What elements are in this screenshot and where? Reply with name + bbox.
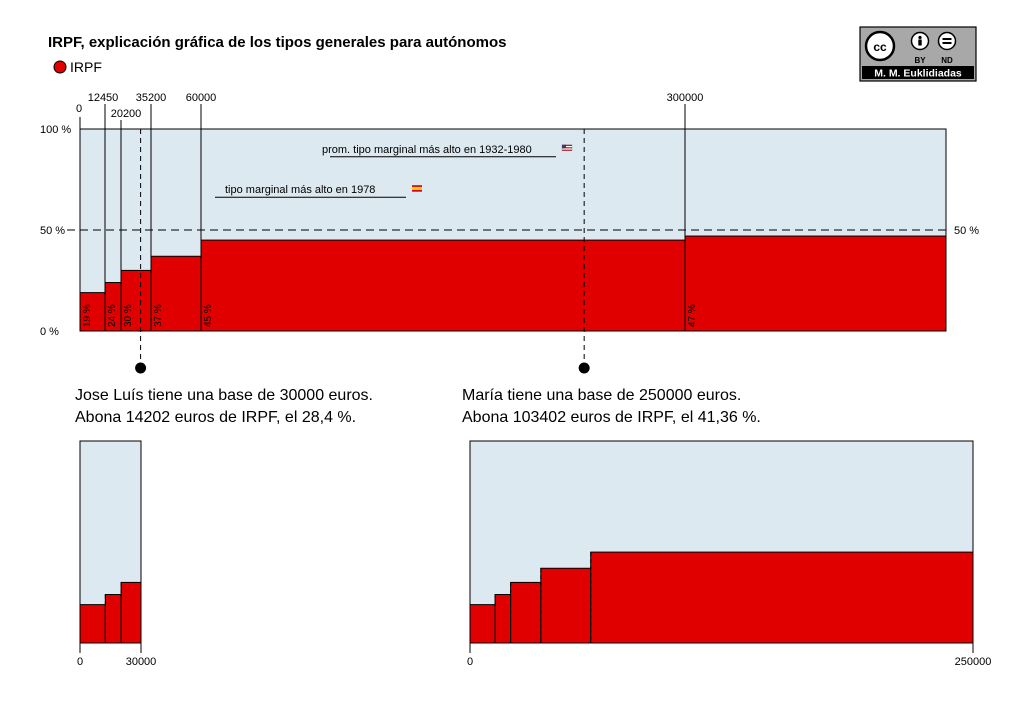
bracket-bar-45 (200, 239, 686, 332)
us-flag-canton (562, 144, 566, 149)
bracket-label-30: 30 % (123, 304, 134, 327)
bracket-label-47: 47 % (687, 304, 698, 327)
annotation-text-2: tipo marginal más alto en 1978 (225, 184, 375, 196)
marker-dot-250000 (578, 362, 590, 374)
nd-equals-icon (937, 31, 957, 51)
us-flag (561, 144, 573, 152)
cc-license-badge: cc BY ND M. M. Euklidiadas (859, 26, 977, 82)
bracket-label-45: 45 % (203, 304, 214, 327)
y-tick-label-50: 50 % (40, 225, 65, 237)
bracket-label-37: 37 % (153, 304, 164, 327)
reference-line-label: 50 % (954, 225, 979, 237)
cc-logo: cc (864, 30, 896, 62)
maria-chart-segment-30 (510, 581, 542, 644)
x-tick-label-300000: 300000 (667, 92, 704, 104)
x-tick-label-60000: 60000 (186, 92, 217, 104)
legend-label: IRPF (70, 59, 102, 75)
main-chart-y-ticks: 100 % 50 % 0 % (40, 124, 71, 338)
jose-caption-line-2: Abona 14202 euros de IRPF, el 28,4 %. (75, 409, 356, 426)
by-label: BY (914, 56, 926, 65)
jose-chart-segment-19 (79, 604, 106, 644)
maria-chart-segment-37 (540, 567, 592, 644)
maria-caption-line-1: María tiene una base de 250000 euros. (462, 387, 741, 404)
maria-chart-segment-24 (494, 594, 512, 644)
maria-chart-segment-45 (590, 551, 974, 644)
maria-chart-x-label-start: 0 (467, 656, 473, 668)
legend-marker (53, 60, 67, 74)
by-person-icon (910, 31, 930, 51)
license-author: M. M. Euklidiadas (874, 68, 962, 80)
x-tick-label-20200: 20200 (111, 108, 142, 120)
us-flag-stripe (562, 147, 572, 149)
main-chart-markers (135, 129, 590, 374)
main-chart-bars: 19 % 24 % 30 % 37 % 45 % 47 % 50 % (67, 225, 979, 332)
jose-chart-segment-30 (120, 581, 142, 644)
maria-chart-segment-19 (469, 604, 496, 644)
maria-chart-x-label-end: 250000 (955, 656, 992, 668)
x-tick-label-12450: 12450 (88, 92, 119, 104)
x-tick-label-35200: 35200 (136, 92, 167, 104)
chart-title: IRPF, explicación gráfica de los tipos g… (48, 34, 506, 51)
nd-label: ND (941, 56, 953, 65)
bracket-bar-37 (150, 255, 202, 332)
main-chart-annotations: prom. tipo marginal más alto en 1932-198… (215, 144, 573, 198)
jose-chart-x-label-start: 0 (77, 656, 83, 668)
annotation-text-1: prom. tipo marginal más alto en 1932-198… (322, 144, 532, 156)
us-flag-stripe (562, 149, 572, 151)
cc-logo-text: cc (873, 40, 887, 54)
jose-caption-line-1: Jose Luís tiene una base de 30000 euros. (75, 387, 373, 404)
es-flag-yellow (412, 186, 422, 190)
jose-chart-x-label-end: 30000 (126, 656, 157, 668)
us-flag-stripe (562, 144, 572, 146)
maria-chart: 0 250000 (467, 440, 992, 668)
bracket-bar-47 (684, 235, 947, 332)
bracket-label-19: 19 % (82, 304, 93, 327)
jose-chart-segment-24 (104, 594, 122, 644)
y-tick-label-100: 100 % (40, 124, 71, 136)
es-flag (412, 185, 422, 192)
y-tick-label-0: 0 % (40, 326, 59, 338)
x-tick-label-0: 0 (76, 103, 82, 115)
marker-dot-30000 (135, 362, 147, 374)
jose-chart: 0 30000 (77, 440, 157, 668)
bracket-label-24: 24 % (107, 304, 118, 327)
main-chart-x-ticks: 0 12450 20200 35200 60000 300000 (76, 92, 703, 331)
maria-caption-line-2: Abona 103402 euros de IRPF, el 41,36 %. (462, 409, 761, 426)
